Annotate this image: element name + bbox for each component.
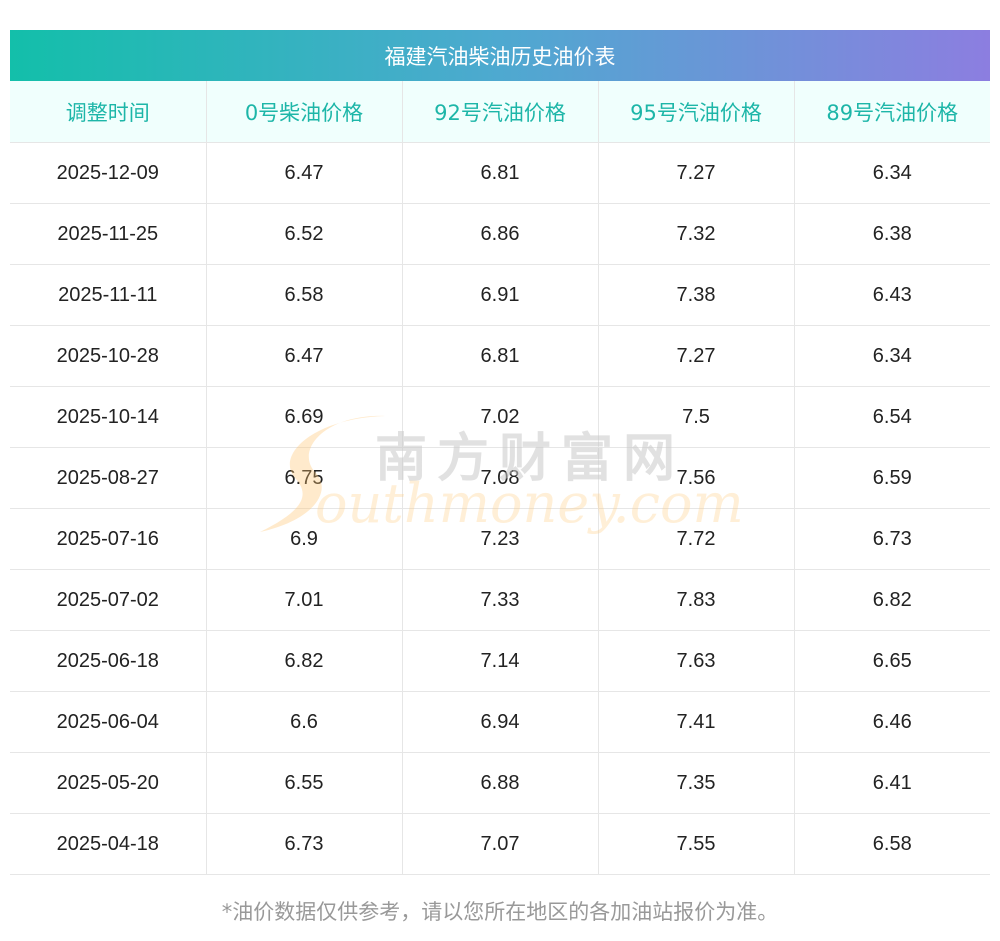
column-header-gasoline-89: 89号汽油价格 (794, 81, 990, 143)
cell-gasoline-92: 6.88 (402, 752, 599, 814)
cell-gasoline-92: 7.33 (402, 569, 599, 631)
cell-date: 2025-06-04 (10, 691, 207, 753)
table-row: 2025-08-27 6.75 7.08 7.56 6.59 (10, 447, 990, 509)
column-header-date: 调整时间 (10, 81, 207, 143)
cell-diesel-0: 6.6 (206, 691, 403, 753)
cell-gasoline-89: 6.65 (794, 630, 990, 692)
cell-gasoline-89: 6.59 (794, 447, 990, 509)
cell-gasoline-95: 7.56 (598, 447, 795, 509)
table-row: 2025-07-02 7.01 7.33 7.83 6.82 (10, 569, 990, 631)
cell-gasoline-89: 6.54 (794, 386, 990, 448)
cell-diesel-0: 6.55 (206, 752, 403, 814)
cell-gasoline-89: 6.34 (794, 142, 990, 204)
cell-gasoline-95: 7.38 (598, 264, 795, 326)
cell-gasoline-95: 7.41 (598, 691, 795, 753)
cell-gasoline-89: 6.58 (794, 813, 990, 875)
cell-gasoline-92: 7.14 (402, 630, 599, 692)
cell-date: 2025-12-09 (10, 142, 207, 204)
cell-date: 2025-11-25 (10, 203, 207, 265)
column-header-gasoline-95: 95号汽油价格 (598, 81, 795, 143)
oil-price-table: 调整时间 0号柴油价格 92号汽油价格 95号汽油价格 89号汽油价格 2025… (10, 81, 990, 875)
cell-diesel-0: 6.58 (206, 264, 403, 326)
cell-gasoline-92: 6.94 (402, 691, 599, 753)
table-row: 2025-06-04 6.6 6.94 7.41 6.46 (10, 691, 990, 753)
disclaimer-footnote: *油价数据仅供参考，请以您所在地区的各加油站报价为准。 (221, 900, 779, 924)
cell-date: 2025-07-16 (10, 508, 207, 570)
cell-diesel-0: 7.01 (206, 569, 403, 631)
cell-date: 2025-10-28 (10, 325, 207, 387)
table-row: 2025-05-20 6.55 6.88 7.35 6.41 (10, 752, 990, 814)
table-row: 2025-11-11 6.58 6.91 7.38 6.43 (10, 264, 990, 326)
table-title: 福建汽油柴油历史油价表 (10, 30, 990, 81)
table-row: 2025-12-09 6.47 6.81 7.27 6.34 (10, 142, 990, 204)
cell-date: 2025-07-02 (10, 569, 207, 631)
column-header-diesel-0: 0号柴油价格 (206, 81, 403, 143)
cell-diesel-0: 6.47 (206, 325, 403, 387)
table-row: 2025-07-16 6.9 7.23 7.72 6.73 (10, 508, 990, 570)
table-row: 2025-06-18 6.82 7.14 7.63 6.65 (10, 630, 990, 692)
cell-gasoline-92: 6.86 (402, 203, 599, 265)
cell-gasoline-89: 6.38 (794, 203, 990, 265)
cell-gasoline-89: 6.82 (794, 569, 990, 631)
cell-date: 2025-05-20 (10, 752, 207, 814)
cell-gasoline-92: 7.07 (402, 813, 599, 875)
cell-gasoline-95: 7.27 (598, 142, 795, 204)
cell-gasoline-95: 7.27 (598, 325, 795, 387)
cell-gasoline-92: 6.91 (402, 264, 599, 326)
cell-diesel-0: 6.69 (206, 386, 403, 448)
column-header-gasoline-92: 92号汽油价格 (402, 81, 599, 143)
cell-date: 2025-06-18 (10, 630, 207, 692)
table-header-row: 调整时间 0号柴油价格 92号汽油价格 95号汽油价格 89号汽油价格 (10, 81, 990, 143)
cell-gasoline-89: 6.34 (794, 325, 990, 387)
cell-gasoline-92: 6.81 (402, 142, 599, 204)
cell-gasoline-89: 6.41 (794, 752, 990, 814)
table-row: 2025-10-28 6.47 6.81 7.27 6.34 (10, 325, 990, 387)
cell-date: 2025-10-14 (10, 386, 207, 448)
cell-diesel-0: 6.73 (206, 813, 403, 875)
cell-gasoline-95: 7.63 (598, 630, 795, 692)
cell-date: 2025-04-18 (10, 813, 207, 875)
cell-diesel-0: 6.75 (206, 447, 403, 509)
cell-gasoline-95: 7.83 (598, 569, 795, 631)
cell-date: 2025-08-27 (10, 447, 207, 509)
cell-diesel-0: 6.52 (206, 203, 403, 265)
table-row: 2025-10-14 6.69 7.02 7.5 6.54 (10, 386, 990, 448)
price-table-container: 福建汽油柴油历史油价表 调整时间 0号柴油价格 92号汽油价格 95号汽油价格 … (10, 30, 990, 875)
cell-gasoline-89: 6.73 (794, 508, 990, 570)
cell-gasoline-95: 7.72 (598, 508, 795, 570)
cell-gasoline-89: 6.43 (794, 264, 990, 326)
cell-gasoline-95: 7.5 (598, 386, 795, 448)
cell-gasoline-95: 7.35 (598, 752, 795, 814)
cell-gasoline-95: 7.55 (598, 813, 795, 875)
table-row: 2025-04-18 6.73 7.07 7.55 6.58 (10, 813, 990, 875)
table-row: 2025-11-25 6.52 6.86 7.32 6.38 (10, 203, 990, 265)
cell-gasoline-89: 6.46 (794, 691, 990, 753)
cell-diesel-0: 6.47 (206, 142, 403, 204)
cell-diesel-0: 6.82 (206, 630, 403, 692)
cell-gasoline-92: 7.02 (402, 386, 599, 448)
cell-date: 2025-11-11 (10, 264, 207, 326)
cell-gasoline-92: 6.81 (402, 325, 599, 387)
cell-gasoline-95: 7.32 (598, 203, 795, 265)
cell-diesel-0: 6.9 (206, 508, 403, 570)
cell-gasoline-92: 7.08 (402, 447, 599, 509)
cell-gasoline-92: 7.23 (402, 508, 599, 570)
